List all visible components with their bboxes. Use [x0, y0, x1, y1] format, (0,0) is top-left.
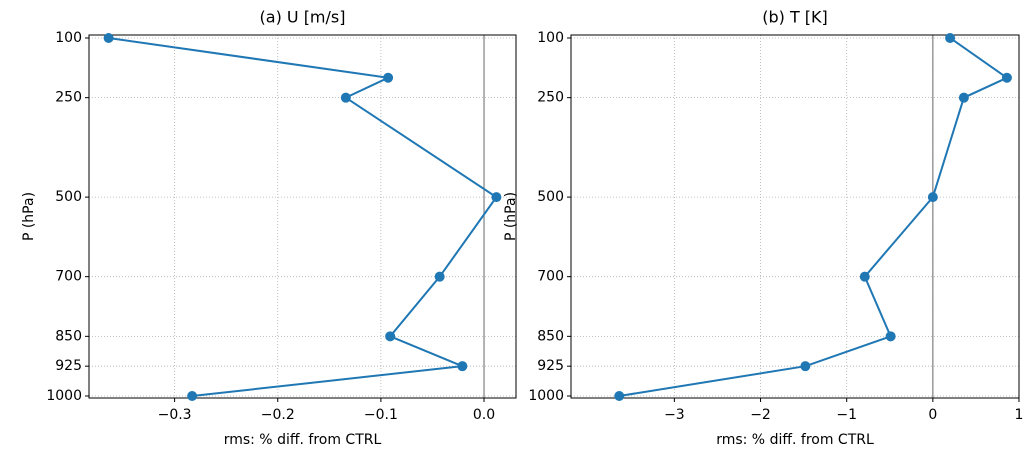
x-tick-label: 1	[1015, 407, 1023, 423]
point	[434, 271, 445, 282]
y-tick-label: 100	[55, 30, 82, 46]
y-tick-label: 925	[55, 358, 82, 374]
point	[457, 361, 468, 372]
point	[859, 271, 870, 282]
point	[385, 331, 396, 342]
chart-title: (a) U [m/s]	[260, 8, 346, 27]
plot-frame	[570, 34, 1020, 399]
y-tick-label: 250	[537, 90, 564, 106]
y-tick-label: 1000	[528, 388, 564, 404]
x-tick-label: 0	[928, 407, 937, 423]
x-tick-label: −3	[664, 407, 685, 423]
point	[800, 361, 811, 372]
point	[383, 72, 394, 83]
x-tick-label: −0.1	[364, 407, 398, 423]
y-tick-label: 850	[537, 328, 564, 344]
series-line	[108, 36, 498, 398]
chart-title: (b) T [K]	[762, 8, 828, 27]
x-tick-label: −0.3	[158, 407, 192, 423]
y-axis-label: P (hPa)	[21, 192, 37, 241]
y-axis-label: P (hPa)	[503, 192, 519, 241]
point	[958, 92, 969, 103]
x-tick-label: −1	[836, 407, 857, 423]
y-tick-label: 500	[537, 189, 564, 205]
y-tick-label: 250	[55, 90, 82, 106]
y-tick-label: 500	[55, 189, 82, 205]
y-tick-label: 1000	[46, 388, 82, 404]
point	[885, 331, 896, 342]
point	[340, 92, 351, 103]
y-tick-label: 925	[537, 358, 564, 374]
point	[187, 391, 198, 402]
y-tick-label: 100	[537, 30, 564, 46]
series-line	[619, 37, 1009, 397]
y-tick-label: 850	[55, 328, 82, 344]
point	[103, 32, 114, 43]
x-tick-label: −2	[750, 407, 771, 423]
point	[927, 192, 938, 203]
point	[614, 391, 625, 402]
point	[945, 32, 956, 43]
x-axis-label: rms: % diff. from CTRL	[716, 432, 874, 448]
x-axis-label: rms: % diff. from CTRL	[224, 432, 382, 448]
point	[491, 192, 502, 203]
y-tick-label: 700	[55, 269, 82, 285]
x-tick-label: 0.0	[473, 407, 495, 423]
point	[1001, 72, 1012, 83]
x-tick-label: −0.2	[261, 407, 295, 423]
y-tick-label: 700	[537, 269, 564, 285]
plot-frame	[88, 34, 517, 399]
